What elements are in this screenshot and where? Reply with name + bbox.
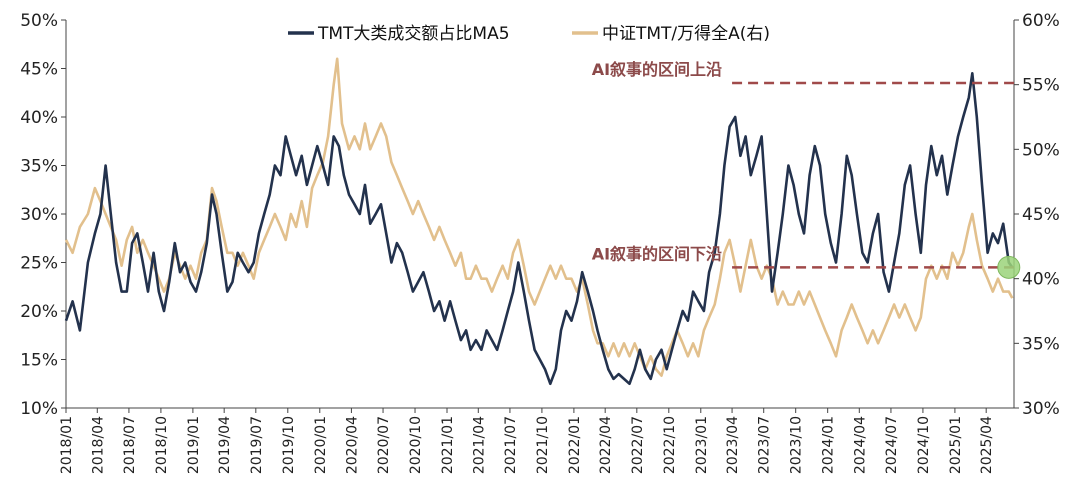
series-line-0	[64, 72, 1014, 386]
x-tick-label: 2024/07	[884, 416, 900, 474]
right-tick-label: 40%	[1022, 270, 1060, 290]
x-tick-label: 2025/01	[948, 416, 964, 474]
x-tick-label: 2019/07	[249, 416, 265, 474]
right-tick-label: 30%	[1022, 399, 1060, 419]
x-tick-label: 2021/10	[535, 416, 551, 474]
right-tick-label: 35%	[1022, 334, 1060, 354]
x-tick-label: 2018/01	[59, 416, 75, 474]
x-tick-label: 2025/04	[979, 416, 995, 474]
x-tick-label: 2020/07	[376, 416, 392, 474]
x-tick-label: 2022/01	[567, 416, 583, 474]
x-tick-label: 2021/01	[440, 416, 456, 474]
left-tick-label: 50%	[20, 11, 58, 31]
right-tick-label: 50%	[1022, 140, 1060, 160]
annotation-label-0: AI叙事的区间上沿	[592, 60, 722, 79]
x-tick-label: 2022/04	[598, 416, 614, 474]
x-tick-label: 2020/04	[344, 416, 360, 474]
x-tick-label: 2023/07	[757, 416, 773, 474]
x-tick-label: 2024/10	[916, 416, 932, 474]
x-tick-label: 2021/04	[471, 416, 487, 474]
annotation-label-1: AI叙事的区间下沿	[592, 244, 722, 263]
x-tick-label: 2024/04	[852, 416, 868, 474]
series-line-1	[64, 57, 1014, 377]
x-tick-label: 2019/01	[186, 416, 202, 474]
chart-annotations: AI叙事的区间上沿 AI叙事的区间下沿	[592, 60, 1021, 279]
left-tick-label: 35%	[20, 157, 58, 177]
left-tick-label: 25%	[20, 254, 58, 274]
chart-legend: TMT大类成交额占比MA5 中证TMT/万得全A(右)	[288, 24, 770, 44]
x-tick-label: 2018/07	[122, 416, 138, 474]
x-tick-label: 2018/10	[154, 416, 170, 474]
x-tick-label: 2019/10	[281, 416, 297, 474]
highlight-marker	[997, 255, 1021, 279]
x-tick-label: 2023/04	[725, 416, 741, 474]
left-tick-label: 30%	[20, 205, 58, 225]
x-tick-label: 2020/01	[313, 416, 329, 474]
x-tick-label: 2021/07	[503, 416, 519, 474]
x-tick-label: 2022/07	[630, 416, 646, 474]
left-tick-label: 40%	[20, 108, 58, 128]
left-tick-label: 45%	[20, 60, 58, 80]
left-tick-label: 10%	[20, 399, 58, 419]
x-tick-label: 2019/04	[217, 416, 233, 474]
right-tick-label: 45%	[1022, 205, 1060, 225]
x-tick-label: 2020/10	[408, 416, 424, 474]
chart-ticks: 10% 15% 20% 25% 30% 35% 40% 45% 50% 30% 35% 40% 45% 5…	[20, 11, 1060, 474]
left-tick-label: 15%	[20, 351, 58, 371]
legend-label-1: 中证TMT/万得全A(右)	[602, 24, 770, 44]
right-tick-label: 60%	[1022, 11, 1060, 31]
x-tick-label: 2022/10	[662, 416, 678, 474]
x-tick-label: 2023/01	[694, 416, 710, 474]
legend-label-0: TMT大类成交额占比MA5	[317, 24, 510, 44]
chart-series	[64, 57, 1014, 386]
right-tick-label: 55%	[1022, 76, 1060, 96]
x-tick-label: 2018/04	[90, 416, 106, 474]
x-tick-label: 2023/10	[789, 416, 805, 474]
x-tick-label: 2024/01	[821, 416, 837, 474]
left-tick-label: 20%	[20, 302, 58, 322]
